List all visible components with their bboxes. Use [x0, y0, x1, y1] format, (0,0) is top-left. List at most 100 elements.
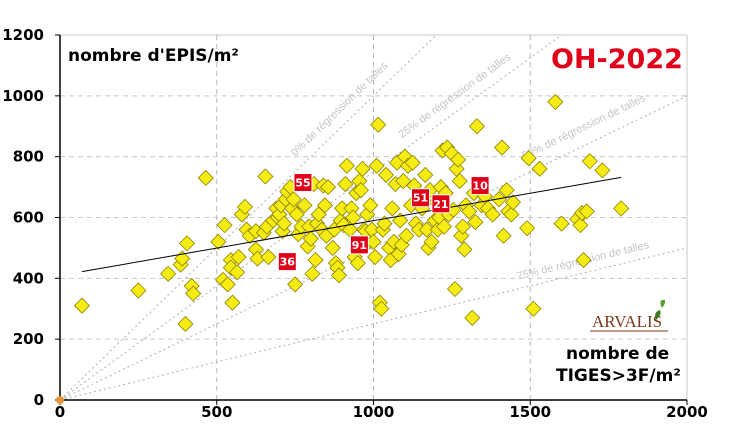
- data-point: [519, 220, 536, 237]
- highlighted-point: 10: [470, 176, 490, 196]
- data-point: [130, 282, 147, 299]
- data-point: [367, 248, 384, 266]
- data-point: [349, 255, 366, 272]
- data-point: [384, 200, 401, 217]
- chart-title: OH-2022: [551, 44, 683, 75]
- x-tick-label: 1500: [509, 403, 551, 421]
- data-point: [210, 233, 227, 250]
- data-point: [236, 198, 254, 215]
- trendline: [81, 176, 622, 273]
- data-point: [377, 166, 395, 183]
- data-point: [454, 218, 471, 235]
- y-axis-label: nombre d'EPIS/m²: [68, 46, 239, 66]
- highlight-marker: [277, 252, 297, 272]
- data-point: [446, 280, 464, 298]
- data-point: [73, 297, 91, 314]
- data-point: [197, 169, 214, 187]
- highlight-marker: [431, 194, 451, 214]
- data-point: [230, 248, 247, 266]
- trendline-segment: [81, 176, 622, 273]
- data-point: [337, 175, 354, 193]
- highlight-marker: [293, 173, 313, 193]
- data-point: [219, 276, 236, 293]
- highlight-label: 55: [295, 177, 310, 190]
- data-point: [229, 264, 246, 281]
- arvalis-logo: ARVALIS: [590, 300, 668, 332]
- data-point: [185, 285, 202, 302]
- x-axis-label-line1: nombre de: [566, 344, 670, 364]
- data-point: [178, 235, 196, 252]
- data-point: [257, 168, 274, 185]
- reference-line: [59, 95, 688, 401]
- data-point: [468, 118, 486, 135]
- data-point: [316, 197, 333, 214]
- data-point: [503, 206, 520, 223]
- data-point: [160, 265, 177, 282]
- data-point: [370, 116, 387, 133]
- data-point: [464, 309, 481, 326]
- data-point: [520, 150, 537, 167]
- data-point: [319, 179, 337, 196]
- data-point: [288, 206, 305, 223]
- logo-text: ARVALIS: [592, 312, 662, 331]
- data-point: [456, 241, 473, 258]
- highlight-label: 51: [413, 192, 428, 205]
- data-point: [302, 230, 319, 247]
- highlight-label: 10: [472, 180, 488, 193]
- origin-marker: [56, 396, 64, 404]
- highlight-marker: [411, 188, 431, 208]
- highlighted-point: 91: [349, 235, 369, 255]
- y-tick-label: 400: [13, 269, 44, 287]
- data-point: [578, 203, 595, 220]
- y-tick-label: 200: [13, 330, 44, 348]
- data-point: [324, 239, 341, 256]
- data-point: [495, 227, 512, 244]
- data-point: [450, 151, 467, 168]
- data-point: [345, 209, 362, 226]
- data-point: [553, 215, 570, 232]
- data-point: [417, 166, 434, 183]
- data-point: [352, 182, 370, 199]
- data-point: [525, 300, 542, 317]
- data-point: [177, 315, 194, 333]
- data-point: [304, 265, 321, 282]
- highlighted-point: 51: [411, 188, 431, 208]
- highlighted-point: 36: [277, 252, 297, 272]
- data-point: [575, 252, 592, 269]
- highlighted-points: 55 36 91 51 21 10: [277, 173, 490, 272]
- highlight-marker: [349, 235, 369, 255]
- reference-line: [59, 34, 437, 401]
- data-point: [373, 300, 390, 317]
- x-tick-label: 2000: [666, 403, 708, 421]
- reference-line: [59, 34, 562, 401]
- data-point: [531, 160, 548, 177]
- y-tick-label: 1000: [2, 87, 44, 105]
- data-point: [398, 227, 415, 244]
- data-point: [216, 217, 233, 234]
- data-point: [287, 276, 304, 293]
- highlight-label: 91: [352, 239, 367, 252]
- data-point: [330, 267, 348, 284]
- data-point: [224, 294, 241, 311]
- data-point: [484, 206, 501, 223]
- highlight-label: 36: [280, 256, 296, 269]
- y-tick-label: 800: [13, 148, 44, 166]
- data-point: [307, 252, 324, 269]
- y-tick-label: 600: [13, 209, 44, 227]
- highlighted-point: 21: [431, 194, 451, 214]
- data-point: [418, 221, 435, 238]
- data-point: [572, 217, 589, 234]
- highlighted-point: 55: [293, 173, 313, 193]
- highlight-label: 21: [433, 198, 448, 211]
- data-point: [285, 191, 302, 208]
- data-point: [504, 194, 522, 211]
- tick-labels: 0 500 1000 1500 2000 0 200 400 600 800 1000 1200: [2, 26, 708, 421]
- axes: [55, 34, 688, 405]
- data-point: [362, 197, 379, 214]
- data-point: [467, 213, 484, 231]
- data-points: [73, 93, 630, 333]
- data-point: [493, 139, 511, 156]
- y-tick-label: 0: [34, 391, 44, 409]
- data-point: [260, 248, 277, 266]
